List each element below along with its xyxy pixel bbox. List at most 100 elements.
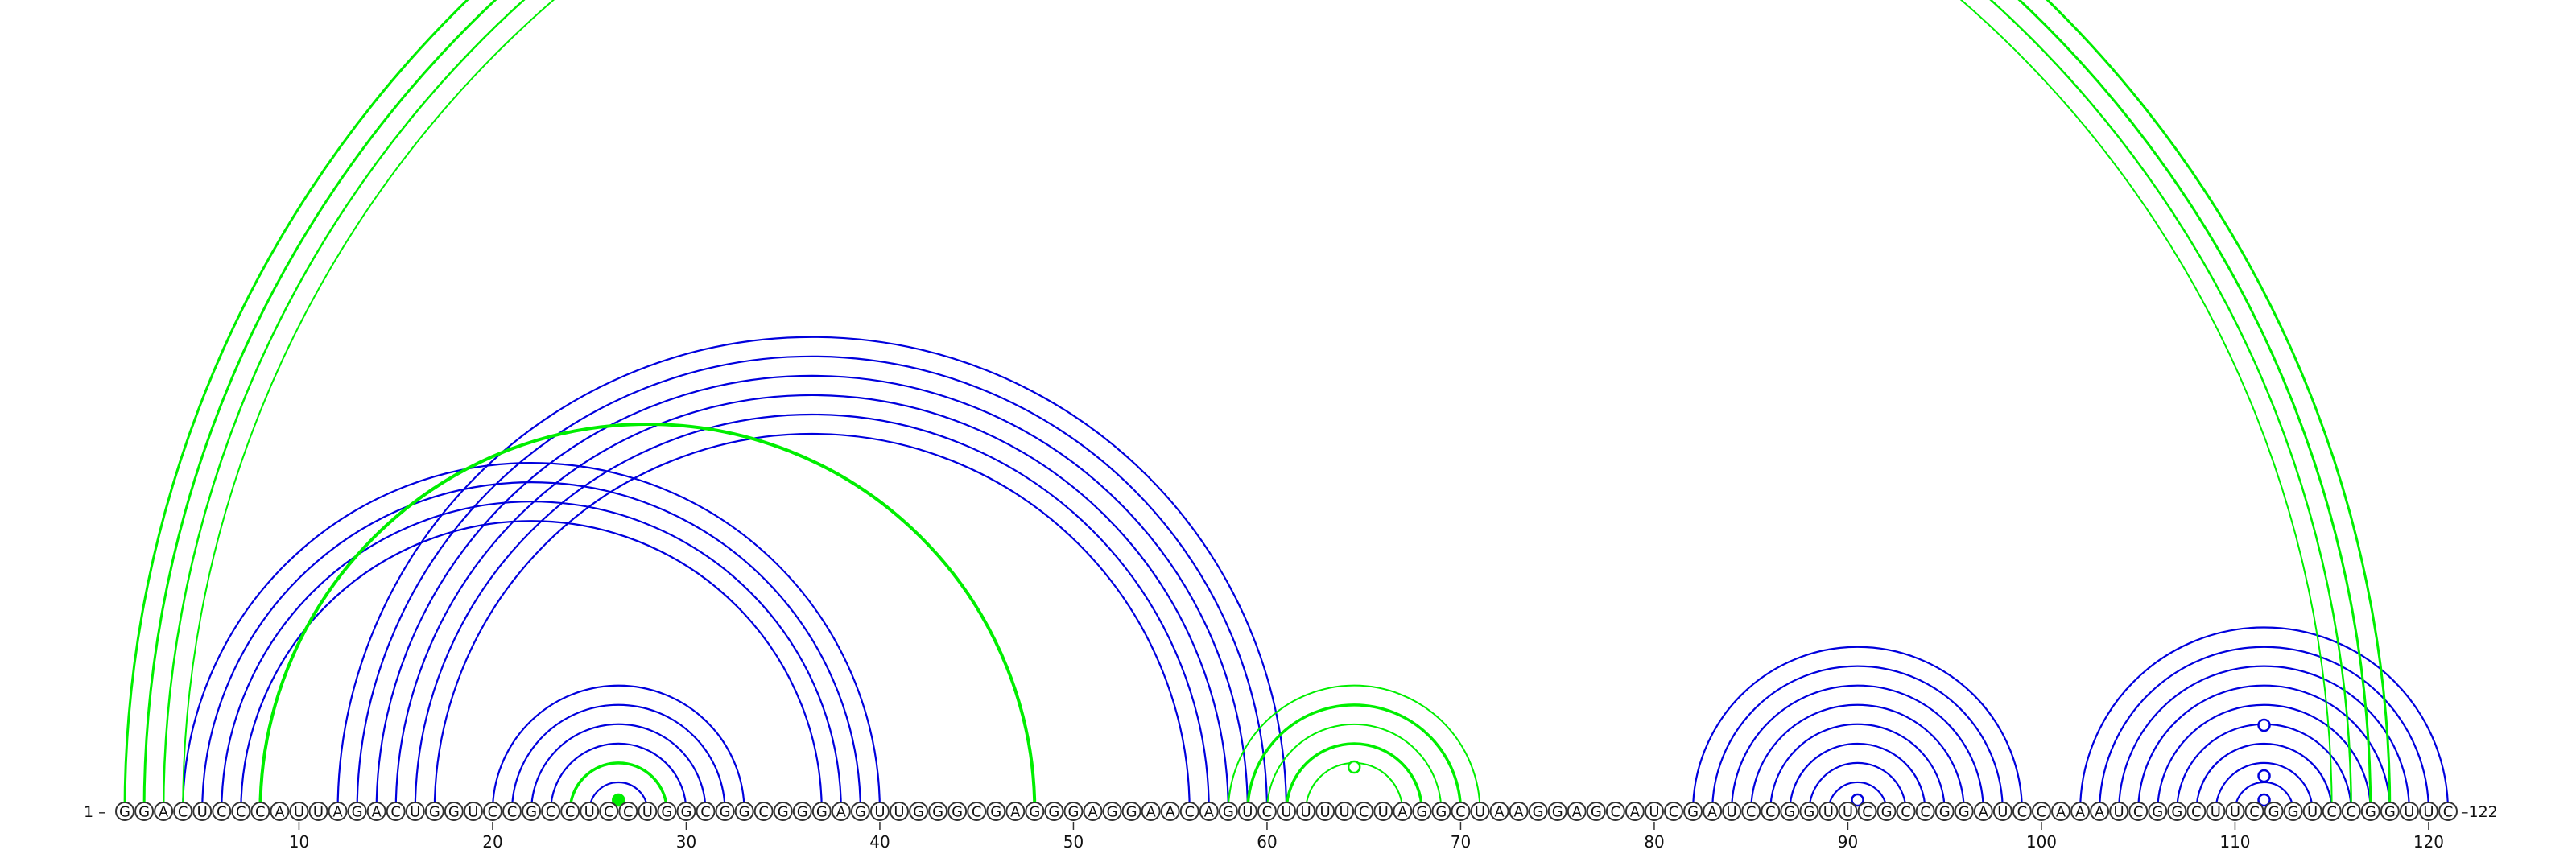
nucleotide-letter: C [390, 804, 401, 821]
nucleotide-circle [2225, 802, 2245, 821]
nucleotide-letter: A [1707, 804, 1718, 821]
tick-label: 100 [2026, 832, 2057, 852]
nucleotide-circle [1818, 802, 1839, 821]
blue-arc [433, 432, 1191, 812]
nucleotide-circle [734, 802, 754, 821]
nucleotide-letter: A [1630, 804, 1641, 821]
nucleotide-circle [947, 802, 968, 821]
nucleotide-circle [2264, 802, 2284, 821]
nucleotide-circle [289, 802, 309, 821]
nucleotide-circle [967, 802, 987, 821]
blue-arc [530, 723, 707, 812]
nucleotide-letter: C [2037, 804, 2047, 821]
blue-arc [1711, 665, 2004, 812]
green-arc [162, 0, 2352, 812]
nucleotide-letter: A [332, 804, 343, 821]
nucleotide-letter: C [507, 804, 518, 821]
nucleotide-circle [173, 802, 193, 821]
nucleotide-letter: C [700, 804, 711, 821]
nucleotide-letter: A [1397, 804, 1408, 821]
blue-arc [356, 355, 1269, 812]
nucleotide-letter: U [642, 804, 653, 821]
nucleotide-circle [1393, 802, 1413, 821]
nucleotide-letter: U [1823, 804, 1834, 821]
blue-arc [1808, 761, 1907, 812]
nucleotide-letter: G [661, 804, 672, 821]
nucleotide-letter: U [1242, 804, 1253, 821]
nucleotide-circle [270, 802, 290, 821]
nucleotide-circle [2341, 802, 2361, 821]
blue-arc [1827, 781, 1888, 812]
green-arc [1265, 723, 1443, 812]
blue-arc [240, 520, 823, 812]
nucleotide-circle [1199, 802, 1219, 821]
nucleotide-circle [2070, 802, 2091, 821]
nucleotide-letter: G [2171, 804, 2182, 821]
nucleotide-circle [231, 802, 251, 821]
nucleotide-letter: U [2230, 804, 2240, 821]
nucleotide-letter: G [1416, 804, 1427, 821]
nucleotide-letter: A [1088, 804, 1098, 821]
nucleotide-circle [250, 802, 270, 821]
nucleotide-letter: C [2249, 804, 2260, 821]
nucleotide-letter: U [197, 804, 208, 821]
nucleotide-letter: U [468, 804, 478, 821]
nucleotide-letter: C [2346, 804, 2356, 821]
nucleotide-letter: G [1435, 804, 1447, 821]
nucleotide-letter: G [1067, 804, 1079, 821]
nucleotide-circle [1567, 802, 1587, 821]
nucleotide-circle [1683, 802, 1703, 821]
nucleotide-letter: C [623, 804, 634, 821]
nucleotide-circle [1160, 802, 1180, 821]
nucleotide-circle [1315, 802, 1335, 821]
nucleotide-letter: A [2075, 804, 2086, 821]
blue-arc [2137, 684, 2391, 812]
nucleotide-letter: U [1320, 804, 1331, 821]
nucleotide-circle [463, 802, 483, 821]
nucleotide-circle [308, 802, 328, 821]
nucleotide-letter: U [584, 804, 595, 821]
nucleotide-letter: C [2326, 804, 2337, 821]
tick-label: 20 [482, 832, 502, 852]
tick-label: 60 [1257, 832, 1277, 852]
nucleotide-circle [792, 802, 812, 821]
nucleotide-letter: C [488, 804, 498, 821]
blue-arc [1750, 703, 1965, 812]
nucleotide-circle [1179, 802, 1199, 821]
blue-arc [588, 781, 649, 812]
nucleotide-letter: U [1997, 804, 2008, 821]
nucleotide-circle [1237, 802, 1257, 821]
nucleotide-circle [1063, 802, 1084, 821]
green-pair-marker [1347, 760, 1361, 774]
nucleotide-letter: C [1359, 804, 1369, 821]
nucleotide-circle [676, 802, 696, 821]
nucleotide-letter: U [1475, 804, 1485, 821]
nucleotide-letter: G [1784, 804, 1795, 821]
nucleotide-circle [212, 802, 232, 821]
nucleotide-letter: C [2191, 804, 2202, 821]
nucleotide-circle [2012, 802, 2032, 821]
nucleotide-letter: C [1669, 804, 1679, 821]
nucleotide-letter: G [913, 804, 924, 821]
nucleotide-circle [1605, 802, 1625, 821]
nucleotide-letter: G [1029, 804, 1040, 821]
tick-label: 90 [1838, 832, 1858, 852]
blue-arc [550, 742, 687, 812]
nucleotide-letter: U [2114, 804, 2124, 821]
tick-label: 50 [1063, 832, 1084, 852]
nucleotide-circle [482, 802, 502, 821]
nucleotide-circle [502, 802, 522, 821]
blue-arc [2215, 761, 2314, 812]
nucleotide-circle [1838, 802, 1858, 821]
nucleotide-circle [1703, 802, 1723, 821]
nucleotide-circle [1083, 802, 1103, 821]
nucleotide-letter: G [797, 804, 808, 821]
nucleotide-circle [1470, 802, 1490, 821]
nucleotide-letter: A [836, 804, 847, 821]
nucleotide-circle [1896, 802, 1916, 821]
nucleotide-circle [1915, 802, 1935, 821]
nucleotide-circle [657, 802, 677, 821]
nucleotide-letter: C [217, 804, 227, 821]
nucleotide-circle [366, 802, 386, 821]
